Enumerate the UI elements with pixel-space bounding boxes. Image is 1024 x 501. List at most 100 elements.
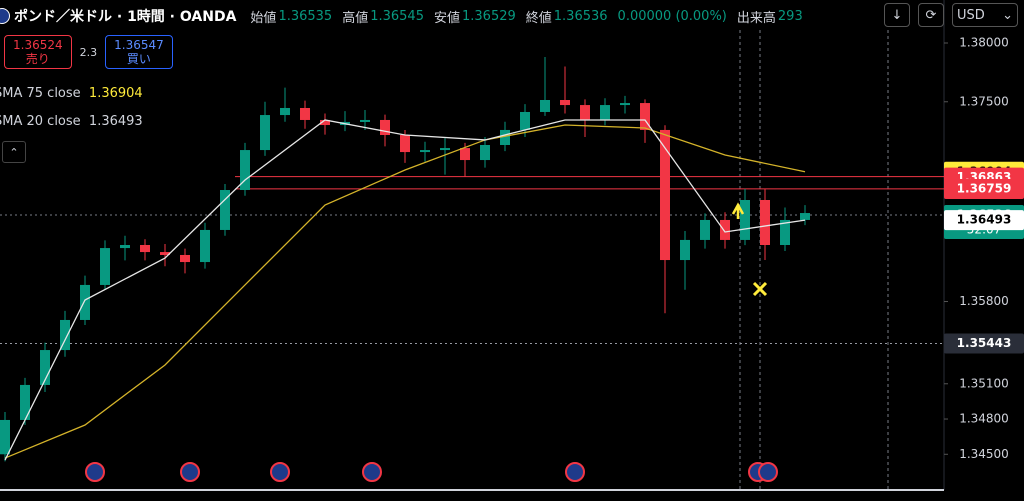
toolbar: ↓ ⟳ USD ⌄ xyxy=(884,3,1018,27)
candle-body xyxy=(200,229,210,263)
candle-body xyxy=(160,252,170,255)
event-flag[interactable] xyxy=(85,462,105,482)
scroll-down-button[interactable]: ↓ xyxy=(884,3,910,27)
event-flag[interactable] xyxy=(565,462,585,482)
price-label-bg xyxy=(944,333,1024,354)
event-flag[interactable] xyxy=(180,462,200,482)
spread: 2.3 xyxy=(79,45,98,59)
event-flag[interactable] xyxy=(270,462,290,482)
candle-body xyxy=(100,248,110,285)
candle-body xyxy=(240,150,250,191)
currency: USD xyxy=(957,7,985,23)
sma-line xyxy=(4,124,806,459)
ohlc-key: 安値 xyxy=(433,10,460,26)
collapse-button[interactable]: ⌃ xyxy=(2,141,26,163)
price-label-bg xyxy=(944,210,1024,231)
sell-button[interactable]: 1.36524 売り xyxy=(4,35,72,69)
y-tick-label: 1.35800 xyxy=(959,294,1009,308)
event-flag[interactable] xyxy=(362,462,382,482)
candle-body xyxy=(720,219,730,240)
event-flags xyxy=(85,462,778,482)
candle-body xyxy=(700,219,710,240)
symbol[interactable]: ポンド／米ドル · 1時間 · OANDA xyxy=(14,9,237,25)
candle-body xyxy=(520,111,530,130)
ohlc-value: 1.36545 xyxy=(370,8,424,24)
y-tick-label: 1.35100 xyxy=(959,376,1009,390)
fullscreen-button[interactable]: ⟳ xyxy=(918,3,944,27)
sma-line xyxy=(4,119,806,461)
candle-body xyxy=(40,350,50,385)
candle-body xyxy=(660,129,670,261)
indicator-name: SMA 20 close xyxy=(0,114,81,129)
candle-body xyxy=(380,119,390,136)
volume: 293 xyxy=(777,8,803,24)
volume-key: 出来高 xyxy=(736,10,776,26)
candle-body xyxy=(460,148,470,161)
ohlc-value: 1.36536 xyxy=(553,8,608,24)
indicator-legend[interactable]: SMA 75 close 1.36904 xyxy=(0,86,143,101)
ohlc-value: 1.36535 xyxy=(278,8,333,24)
candle-body xyxy=(640,103,650,130)
y-tick-label: 1.38000 xyxy=(959,36,1009,50)
candle-body xyxy=(780,219,790,245)
sell-price: 1.36524 xyxy=(13,38,63,52)
price-label: 1.35443 xyxy=(957,336,1012,350)
candle-body xyxy=(740,199,750,240)
price-label: 1.36493 xyxy=(957,213,1012,227)
candle-body xyxy=(260,115,270,151)
candle-body xyxy=(480,145,490,161)
candle-body xyxy=(800,213,810,220)
exit-marker xyxy=(752,281,768,297)
candle-body xyxy=(20,384,30,420)
candle-body xyxy=(300,107,310,120)
ohlc-key: 高値 xyxy=(342,10,369,26)
trade-panel: 1.36524 売り 2.3 1.36547 買い xyxy=(0,35,173,69)
buy-arrow xyxy=(731,202,745,219)
candle-body xyxy=(400,135,410,153)
candle-body xyxy=(60,319,70,351)
indicator-legend[interactable]: SMA 20 close 1.36493 xyxy=(0,114,143,129)
price-label: 1.36759 xyxy=(957,182,1012,196)
ohlc-key: 始値 xyxy=(250,10,277,26)
candle-body xyxy=(220,190,230,230)
buy-price: 1.36547 xyxy=(114,38,164,52)
symbol-flag xyxy=(0,8,10,24)
legend-header: ポンド／米ドル · 1時間 · OANDA 始値 1.36535 高値 1.3654… xyxy=(0,5,813,27)
candle-body xyxy=(540,99,550,112)
sell-label: 売り xyxy=(25,52,50,66)
candle-body xyxy=(620,103,630,106)
candle-body xyxy=(760,199,770,245)
candle-body xyxy=(600,105,610,120)
event-flag[interactable] xyxy=(758,462,778,482)
candle-body xyxy=(120,245,130,249)
candle-body xyxy=(580,105,590,120)
candle-body xyxy=(280,107,290,116)
ohlc-value: 1.36529 xyxy=(462,8,516,24)
y-tick-label: 1.34500 xyxy=(959,447,1009,461)
price-label-bg xyxy=(944,179,1024,199)
indicator-name: SMA 75 close xyxy=(0,86,81,101)
currency-select[interactable]: USD ⌄ xyxy=(952,3,1018,27)
candle-body xyxy=(320,119,330,126)
candle-body xyxy=(0,419,10,455)
candle-body xyxy=(500,129,510,146)
candle-body xyxy=(420,150,430,153)
candle-body xyxy=(560,99,570,106)
candle-body xyxy=(360,119,370,122)
candle-body xyxy=(440,148,450,151)
candle-body xyxy=(80,284,90,320)
change: 0.00000 (0.00%) xyxy=(617,8,727,24)
plot-layer xyxy=(0,56,944,462)
candle-body xyxy=(140,245,150,253)
ohlc-key: 終値 xyxy=(525,10,552,26)
y-tick-label: 1.37500 xyxy=(959,94,1009,108)
buy-label: 買い xyxy=(126,52,151,66)
y-tick-label: 1.34800 xyxy=(959,412,1009,426)
candle-body xyxy=(180,254,190,263)
indicator-value: 1.36493 xyxy=(88,114,143,129)
candle-body xyxy=(680,239,690,261)
dropdown-caret: ⌄ xyxy=(1002,7,1013,23)
buy-button[interactable]: 1.36547 買い xyxy=(105,35,173,69)
